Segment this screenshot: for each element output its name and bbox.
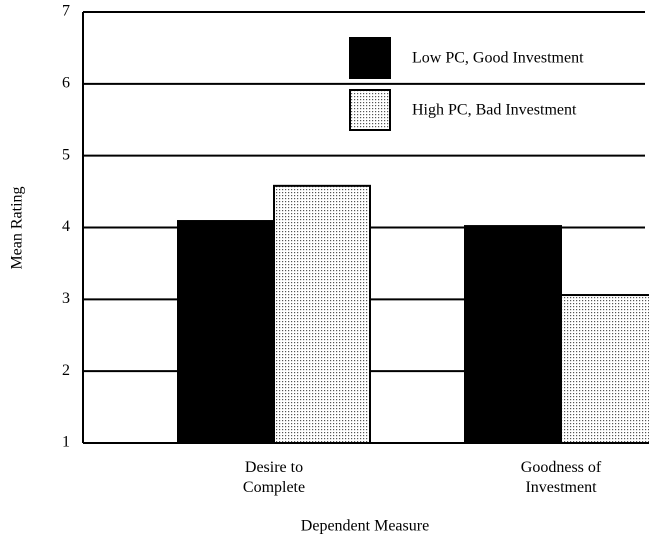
- x-axis-label: Dependent Measure: [301, 518, 429, 535]
- legend-swatch: [349, 89, 391, 131]
- bar: [177, 220, 275, 444]
- bar: [560, 294, 649, 445]
- y-tick-label: 5: [62, 146, 70, 163]
- bar: [273, 184, 371, 444]
- x-tick-label: Goodness of Investment: [520, 459, 602, 496]
- y-tick-label: 1: [62, 434, 70, 451]
- y-tick-label: 3: [62, 290, 70, 307]
- legend-swatch: [349, 37, 391, 79]
- y-tick-label: 6: [62, 75, 70, 92]
- y-axis-label: Mean Rating: [9, 186, 26, 269]
- y-tick-label: 4: [62, 218, 70, 235]
- x-tick-label: Desire to Complete: [242, 459, 306, 496]
- y-tick-label: 7: [62, 3, 70, 20]
- legend-label: High PC, Bad Investment: [412, 102, 577, 119]
- bar: [464, 225, 562, 444]
- y-tick-label: 2: [62, 362, 70, 379]
- legend-label: Low PC, Good Investment: [412, 50, 584, 67]
